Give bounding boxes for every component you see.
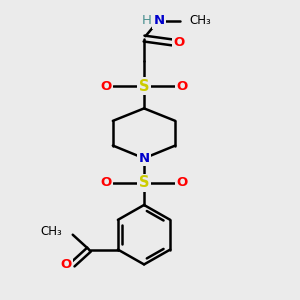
Text: O: O	[176, 80, 188, 93]
Text: O: O	[101, 80, 112, 93]
Text: N: N	[139, 152, 150, 165]
Text: O: O	[61, 258, 72, 271]
Text: O: O	[176, 176, 188, 189]
Text: O: O	[173, 36, 184, 49]
Text: S: S	[139, 79, 149, 94]
Text: N: N	[153, 14, 164, 27]
Text: S: S	[139, 175, 149, 190]
Text: CH₃: CH₃	[40, 225, 62, 238]
Text: H: H	[142, 14, 152, 27]
Text: O: O	[101, 176, 112, 189]
Text: CH₃: CH₃	[189, 14, 211, 27]
